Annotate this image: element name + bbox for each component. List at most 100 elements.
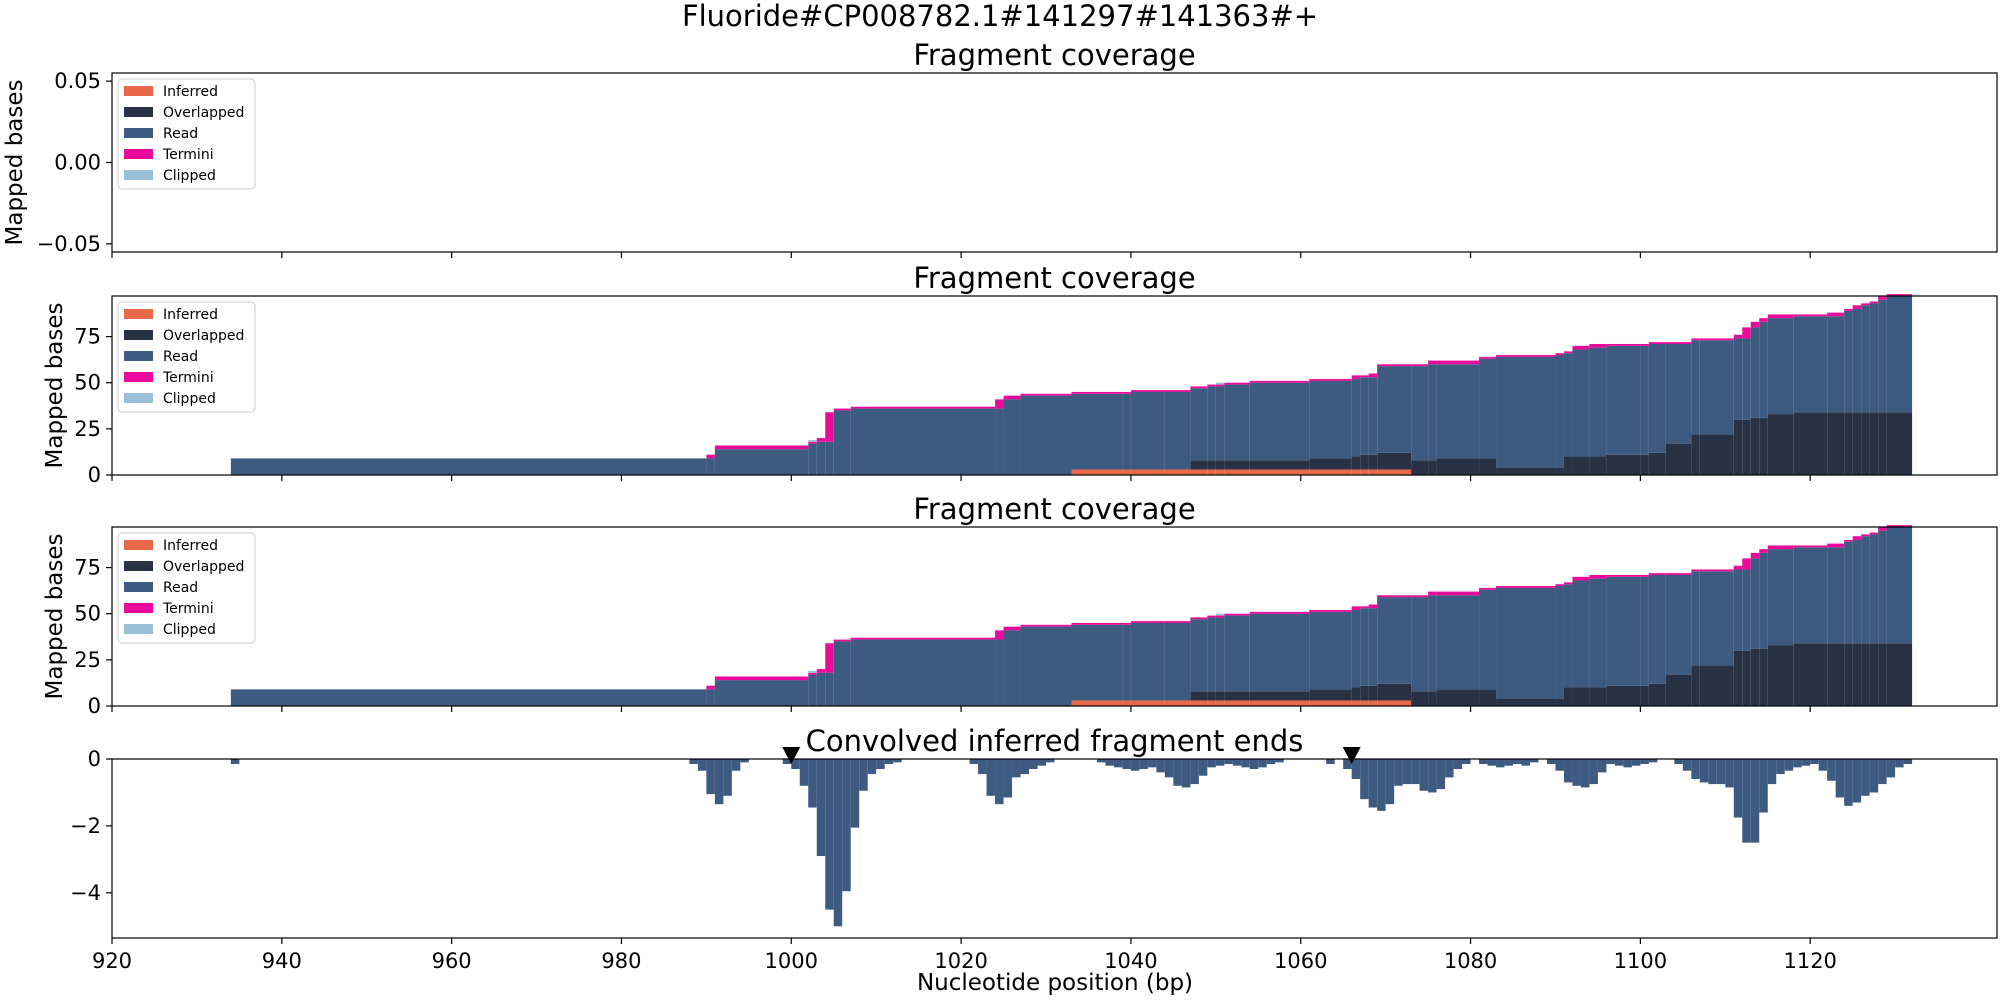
coverage-bar-read [1733, 338, 1743, 420]
coverage-bar-overlapped [1215, 691, 1225, 701]
fragment-end-bar [1479, 759, 1488, 765]
fragment-end-bar [1513, 759, 1522, 765]
coverage-bar-termini [1003, 395, 1021, 400]
fragment-end-bar [1190, 759, 1199, 785]
y-tick-label: −0.05 [37, 232, 101, 256]
coverage-bar-termini [1020, 624, 1072, 627]
coverage-bar-read [1020, 395, 1072, 475]
fragment-end-bar [1759, 759, 1768, 813]
coverage-bar-inferred [1309, 700, 1352, 706]
coverage-bar-overlapped [1827, 412, 1845, 475]
coverage-bar-overlapped [1428, 691, 1437, 706]
coverage-bar-read [1861, 305, 1870, 413]
fragment-end-bar [697, 759, 707, 771]
coverage-bar-overlapped [1377, 452, 1412, 470]
coverage-bar-read [1572, 580, 1590, 688]
fragment-end-bar [1801, 759, 1811, 766]
coverage-bar-inferred [1190, 700, 1208, 706]
fragment-end-bar [884, 759, 894, 765]
coverage-bar-read [1767, 318, 1794, 415]
coverage-bar-read [1563, 584, 1573, 688]
fragment-end-bar [1105, 759, 1114, 766]
coverage-bar-overlapped [1368, 685, 1378, 701]
coverage-bar-read [714, 449, 809, 475]
coverage-bar-overlapped [1699, 434, 1734, 475]
coverage-bar-termini [1207, 384, 1216, 387]
coverage-bar-read [1368, 377, 1378, 455]
fragment-end-bar [1733, 759, 1743, 818]
coverage-bar-read [1759, 552, 1768, 649]
fragment-end-bar [723, 759, 732, 796]
coverage-bar-clipped [1215, 613, 1225, 616]
coverage-bar-termini [1249, 380, 1310, 383]
fragment-end-bar [1810, 759, 1819, 765]
axes-frame [111, 295, 1998, 476]
coverage-bar-termini [1648, 573, 1666, 575]
coverage-bar-termini [825, 643, 834, 673]
coverage-bar-termini [1691, 569, 1700, 572]
coverage-bar-termini [1691, 338, 1700, 341]
fragment-end-bar [1496, 759, 1505, 768]
coverage-bar-clipped [808, 439, 817, 442]
coverage-bar-read [1436, 364, 1480, 459]
coverage-bar-read [1479, 589, 1497, 690]
coverage-bar-inferred [1130, 469, 1165, 475]
legend-label-overlapped: Overlapped [163, 559, 244, 575]
fragment-end-bar [1351, 759, 1361, 780]
coverage-bar-termini [1742, 558, 1751, 570]
fragment-end-bar [1886, 759, 1896, 778]
fragment-end-bar [731, 759, 741, 771]
coverage-bar-termini [1750, 552, 1760, 559]
coverage-bar-termini [1572, 576, 1590, 581]
y-axis-label: Mapped bases [42, 302, 68, 468]
coverage-bar-inferred [1071, 700, 1123, 706]
fragment-end-bar [893, 759, 902, 763]
fragment-end-bar [791, 759, 800, 770]
coverage-bar-read [1190, 619, 1208, 692]
coverage-bar-termini [833, 639, 851, 642]
coverage-bar-read [1750, 327, 1760, 418]
panel-title: Fragment coverage [913, 261, 1195, 295]
coverage-bar-read [1793, 316, 1828, 413]
coverage-bar-read [1479, 358, 1497, 459]
fragment-end-bar [1691, 759, 1700, 780]
coverage-bar-read [1640, 576, 1649, 686]
coverage-bar-termini [1436, 360, 1480, 365]
fragment-end-bar [1716, 759, 1726, 785]
fragment-end-bar [782, 759, 792, 765]
coverage-bar-inferred [1122, 469, 1131, 475]
fragment-end-bar [1563, 759, 1573, 783]
coverage-bar-termini [1351, 606, 1361, 611]
coverage-bar-overlapped [1496, 467, 1556, 475]
coverage-bar-termini [1224, 382, 1250, 385]
coverage-bar-termini [1224, 613, 1250, 616]
coverage-bar-overlapped [1351, 687, 1361, 701]
fragment-end-bar [867, 759, 877, 775]
coverage-bar-termini [1759, 318, 1768, 322]
fragment-end-bar [1385, 759, 1395, 805]
coverage-bar-termini [1164, 621, 1191, 623]
fragment-end-bar [1326, 759, 1335, 765]
coverage-bar-overlapped [1665, 674, 1692, 706]
coverage-bar-read [1020, 626, 1072, 706]
coverage-bar-read [1496, 356, 1556, 468]
coverage-bar-inferred [1130, 700, 1165, 706]
coverage-bar-read [1733, 569, 1743, 651]
fragment-end-bar [1776, 759, 1785, 775]
y-tick-label: 0.05 [54, 69, 101, 93]
coverage-bar-termini [1479, 587, 1497, 590]
coverage-bar-read [1742, 569, 1751, 651]
y-tick-label: 0 [88, 694, 101, 718]
coverage-bar-termini [995, 630, 1004, 640]
coverage-bar-overlapped [1436, 458, 1480, 475]
coverage-bar-overlapped [1436, 689, 1480, 706]
fragment-end-bar [1631, 759, 1641, 766]
legend: Inferred Overlapped Read Termini Clipped [117, 78, 256, 190]
axes-frame [111, 526, 1998, 707]
coverage-bar-read [1665, 574, 1692, 675]
legend-label-termini: Termini [162, 370, 214, 386]
coverage-bar-termini [1215, 615, 1225, 618]
coverage-bar-read [1411, 597, 1429, 692]
fragment-end-bar [1360, 759, 1369, 800]
coverage-bar-termini [1436, 591, 1480, 596]
